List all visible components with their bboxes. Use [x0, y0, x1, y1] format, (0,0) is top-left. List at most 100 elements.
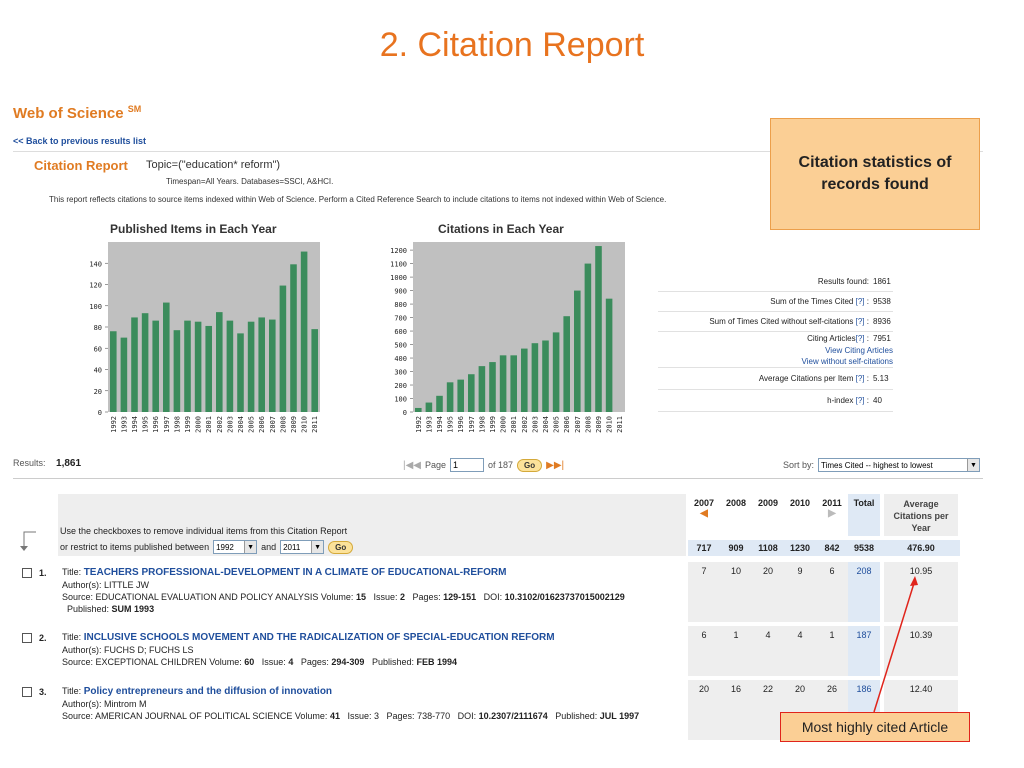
x-tick-label: 2011 [616, 416, 624, 433]
filter-instruction: Use the checkboxes to remove individual … [60, 526, 348, 536]
chevron-down-icon: ▼ [244, 541, 257, 553]
colon: : [866, 396, 869, 405]
x-tick-label: 2008 [584, 416, 592, 433]
x-tick-label: 2002 [521, 416, 529, 433]
wos-logo[interactable]: Web of Science SM [13, 104, 141, 122]
bar [457, 379, 464, 412]
help-link[interactable]: [?] [855, 396, 865, 405]
help-link[interactable]: [?] [855, 317, 865, 326]
bar [489, 362, 496, 412]
plot-area [108, 242, 320, 412]
x-tick-label: 1996 [457, 416, 465, 433]
pager: |◀◀ Page of 187 Go ▶▶| [403, 458, 564, 472]
record-title-link[interactable]: INCLUSIVE SCHOOLS MOVEMENT AND THE RADIC… [83, 632, 555, 643]
bar [499, 355, 507, 412]
bar [584, 263, 592, 412]
cite-count: 22 [752, 680, 784, 740]
record-checkbox[interactable] [22, 568, 32, 578]
page-go-button[interactable]: Go [517, 458, 543, 472]
year-totals-band: 717 909 1108 1230 842 9538 476.90 [688, 540, 960, 556]
x-tick-label: 2007 [269, 416, 277, 433]
table-row: 7 10 20 9 6 208 10.95 [688, 562, 960, 622]
sort-select[interactable]: Times Cited -- highest to lowest ▼ [818, 458, 981, 472]
total-header: Total [848, 494, 880, 536]
report-note: This report reflects citations to source… [49, 195, 667, 204]
year-2008-header: 2008 [725, 498, 747, 508]
cite-count: 4 [784, 626, 816, 676]
x-tick-label: 1994 [131, 416, 139, 433]
published-label: Published: [371, 657, 414, 667]
record-checkbox[interactable] [22, 687, 32, 697]
next-years-arrow-icon[interactable]: ▶ [828, 508, 836, 519]
page-label: Page [424, 460, 447, 470]
bar [605, 298, 613, 412]
volume-value: 41 [329, 711, 340, 721]
bar [237, 333, 244, 412]
prev-years-arrow-icon[interactable]: ◀ [700, 508, 708, 519]
cite-count: 20 [752, 562, 784, 622]
chart-title: Citations in Each Year [438, 222, 564, 236]
x-tick-label: 2001 [205, 416, 213, 433]
bar [205, 325, 212, 412]
title-label: Title: [62, 632, 82, 642]
year-2007-header: 2007 ◀ [688, 498, 720, 519]
source-text: Source: EDUCATIONAL EVALUATION AND POLIC… [62, 592, 354, 602]
year-total: 1108 [758, 543, 778, 553]
published-label: Published: [555, 711, 598, 721]
x-tick-label: 1999 [184, 416, 192, 433]
annotation-arrow [873, 576, 918, 713]
back-to-results-link[interactable]: << Back to previous results list [13, 136, 147, 146]
issue-label: Issue: [261, 657, 286, 667]
bar [279, 285, 287, 412]
cite-count: 6 [816, 562, 848, 622]
bar [436, 395, 443, 412]
select-arrow-icon [20, 531, 36, 551]
record-authors: Author(s): Mintrom M [62, 699, 147, 709]
last-page-icon[interactable]: ▶▶| [546, 459, 565, 471]
grand-total: 9538 [853, 543, 875, 553]
help-link[interactable]: [?] [855, 374, 865, 383]
sum-cited-label: Sum of the Times Cited [770, 297, 854, 306]
published-value: SUM 1993 [111, 604, 155, 614]
x-tick-label: 1999 [489, 416, 497, 433]
x-tick-label: 2004 [237, 416, 245, 433]
from-year-select[interactable]: 1992 ▼ [213, 540, 258, 554]
issue-label: Issue: [347, 711, 372, 721]
timespan-info: Timespan=All Years. Databases=SSCI, A&HC… [166, 177, 334, 186]
year-total: 909 [728, 543, 744, 553]
chart-published-items: Published Items in Each Year 0 20 40 60 80 10… [80, 220, 325, 445]
chevron-down-icon: ▼ [967, 459, 980, 471]
y-tick-label: 0 [98, 409, 102, 417]
cite-count: 6 [688, 626, 720, 676]
bar [311, 329, 318, 412]
view-citing-articles-link[interactable]: View Citing Articles [825, 346, 893, 355]
slide-title: 2. Citation Report [379, 26, 645, 64]
y-tick-label: 900 [394, 288, 407, 296]
total-cites-link[interactable]: 208 [848, 562, 880, 622]
x-tick-label: 2005 [248, 416, 256, 433]
record-authors: Author(s): LITTLE JW [62, 580, 150, 590]
record-title-link[interactable]: Policy entrepreneurs and the diffusion o… [83, 686, 333, 697]
page-number-input[interactable] [450, 458, 485, 472]
x-tick-label: 1996 [152, 416, 160, 433]
plot-area [413, 242, 625, 412]
view-without-self-citations-link[interactable]: View without self-citations [801, 357, 893, 366]
year-2010-header: 2010 [789, 498, 811, 508]
doi-label: DOI: [457, 711, 477, 721]
filter-go-button[interactable]: Go [328, 540, 354, 554]
colon: : [866, 297, 869, 306]
citation-stats: Results found: 1861 Sum of the Times Cit… [658, 272, 893, 412]
record-title-link[interactable]: TEACHERS PROFESSIONAL-DEVELOPMENT IN A C… [83, 567, 507, 578]
help-link[interactable]: [?] [855, 334, 865, 343]
first-page-icon[interactable]: |◀◀ [403, 459, 421, 471]
to-year-select[interactable]: 2011 ▼ [280, 540, 325, 554]
avg-per-year-header: Average Citations per Year [884, 494, 958, 536]
x-tick-label: 2010 [606, 416, 614, 433]
help-link[interactable]: [?] [855, 297, 865, 306]
bar [574, 290, 581, 412]
record-checkbox[interactable] [22, 633, 32, 643]
h-index-label: h-index [827, 396, 854, 405]
sort-select-value: Times Cited -- highest to lowest [821, 460, 933, 470]
total-cites-link[interactable]: 187 [848, 626, 880, 676]
